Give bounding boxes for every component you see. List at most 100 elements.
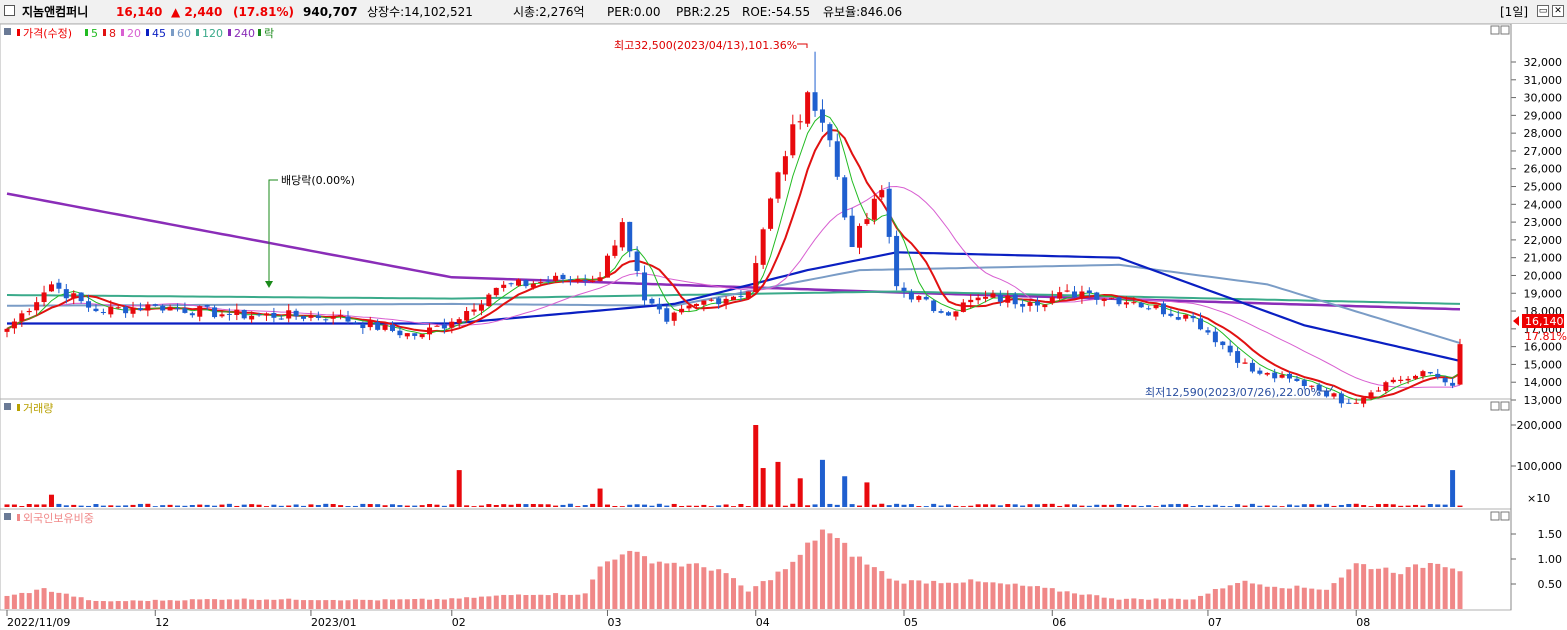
candle-down [1227, 345, 1233, 353]
candle-down [567, 279, 573, 281]
foreign-bar [901, 583, 907, 609]
candle-up [48, 284, 54, 292]
foreign-bar [11, 594, 17, 609]
foreign-bar [775, 571, 781, 609]
foreign-bar [189, 599, 195, 609]
price-panel-close-button[interactable] [1500, 25, 1510, 35]
close-button[interactable]: ✕ [1552, 5, 1564, 17]
ma8-line [6, 128, 1461, 399]
candle-down [886, 188, 892, 237]
volume-bar [642, 504, 648, 507]
volume-panel-close-button[interactable] [1500, 401, 1510, 411]
volume-bar [301, 505, 307, 507]
foreign-bar [731, 578, 736, 609]
listed-shares: 상장수:14,102,521 [367, 5, 473, 19]
volume-bar [441, 505, 447, 507]
select-checkbox[interactable] [4, 5, 15, 16]
candle-up [1457, 344, 1463, 385]
foreign-bar [271, 599, 277, 609]
foreign-panel-close-button[interactable] [1500, 511, 1510, 521]
price-panel-minimize-button[interactable] [1490, 25, 1500, 35]
volume-bar [1049, 503, 1055, 507]
foreign-bar [330, 599, 336, 609]
volume-bar [108, 505, 114, 507]
volume-bar [204, 504, 210, 507]
volume-panel-minimize-button[interactable] [1490, 401, 1500, 411]
volume-bar [1116, 503, 1122, 507]
foreign-bar [671, 562, 677, 609]
volume-bar [938, 505, 944, 507]
foreign-bar [204, 599, 210, 609]
minimize-button[interactable]: ▭ [1537, 5, 1549, 17]
volume-bar [879, 503, 885, 507]
candle-down [182, 308, 188, 313]
foreign-bar [26, 593, 32, 609]
candlesticks [4, 51, 1463, 408]
price-tick-label: 31,000 [1524, 74, 1563, 87]
candle-down [1198, 318, 1204, 330]
stock-name: 지놈앤컴퍼니 [22, 5, 89, 19]
panel-icon [4, 28, 11, 35]
foreign-bar [412, 598, 418, 609]
volume-bar [1227, 506, 1233, 507]
foreign-bar [619, 554, 625, 609]
candle-down [1072, 291, 1078, 298]
candle-up [953, 311, 959, 317]
volume-bar [293, 504, 299, 507]
volume-bar [212, 505, 218, 507]
volume-axis: 100,000 200,000 [1511, 419, 1562, 473]
volume-bar [419, 505, 425, 507]
volume-bar [226, 503, 232, 507]
candle-down [1160, 303, 1166, 315]
price-legend-marker [17, 29, 20, 36]
foreign-bar [1235, 583, 1241, 609]
volume-bar [382, 505, 388, 507]
volume-bar [508, 504, 514, 507]
foreign-panel-minimize-button[interactable] [1490, 511, 1500, 521]
volume-bar [753, 425, 759, 507]
candle-up [538, 282, 544, 284]
candle-down [315, 315, 321, 319]
foreign-bar [1294, 585, 1300, 609]
foreign-bar [352, 599, 358, 609]
volume-bar [686, 505, 692, 507]
foreign-bar [19, 592, 25, 609]
foreign-tick-label: 0.50 [1538, 578, 1563, 591]
ma20-marker [121, 29, 124, 36]
ma45-marker [146, 29, 149, 36]
volume-bar [278, 505, 284, 507]
foreign-bar [123, 601, 129, 609]
volume-bar [864, 482, 870, 507]
volume-bar [1427, 504, 1433, 507]
candle-down [627, 221, 633, 252]
candle-up [590, 280, 596, 282]
volume-bar [886, 505, 892, 507]
volume-bar [1257, 505, 1263, 507]
candle-up [1398, 379, 1404, 381]
foreign-bar [308, 600, 314, 609]
foreign-bar [1264, 586, 1270, 609]
foreign-bar [249, 599, 255, 609]
candle-up [1353, 402, 1359, 404]
volume-bar [516, 503, 522, 507]
foreign-bar [197, 599, 203, 609]
foreign-bars [4, 529, 1463, 609]
candle-down [716, 298, 722, 305]
volume-bar [256, 504, 262, 507]
foreign-bar [560, 594, 566, 609]
foreign-bar [286, 598, 292, 609]
candle-down [649, 298, 655, 304]
foreign-bar [983, 582, 989, 609]
legend-ma120: 120 [202, 27, 223, 40]
foreign-bar [93, 600, 99, 609]
foreign-bar [1005, 584, 1011, 609]
price-change-pct: (17.81%) [233, 5, 294, 19]
volume-bar [456, 470, 462, 507]
candle-down [1235, 351, 1241, 363]
foreign-bar [241, 598, 247, 609]
ma20-line [6, 185, 1461, 389]
legend-ma8: 8 [109, 27, 116, 40]
candle-up [671, 312, 677, 321]
volume-bar [34, 504, 40, 507]
period-selector[interactable]: [1일] [1500, 5, 1529, 19]
